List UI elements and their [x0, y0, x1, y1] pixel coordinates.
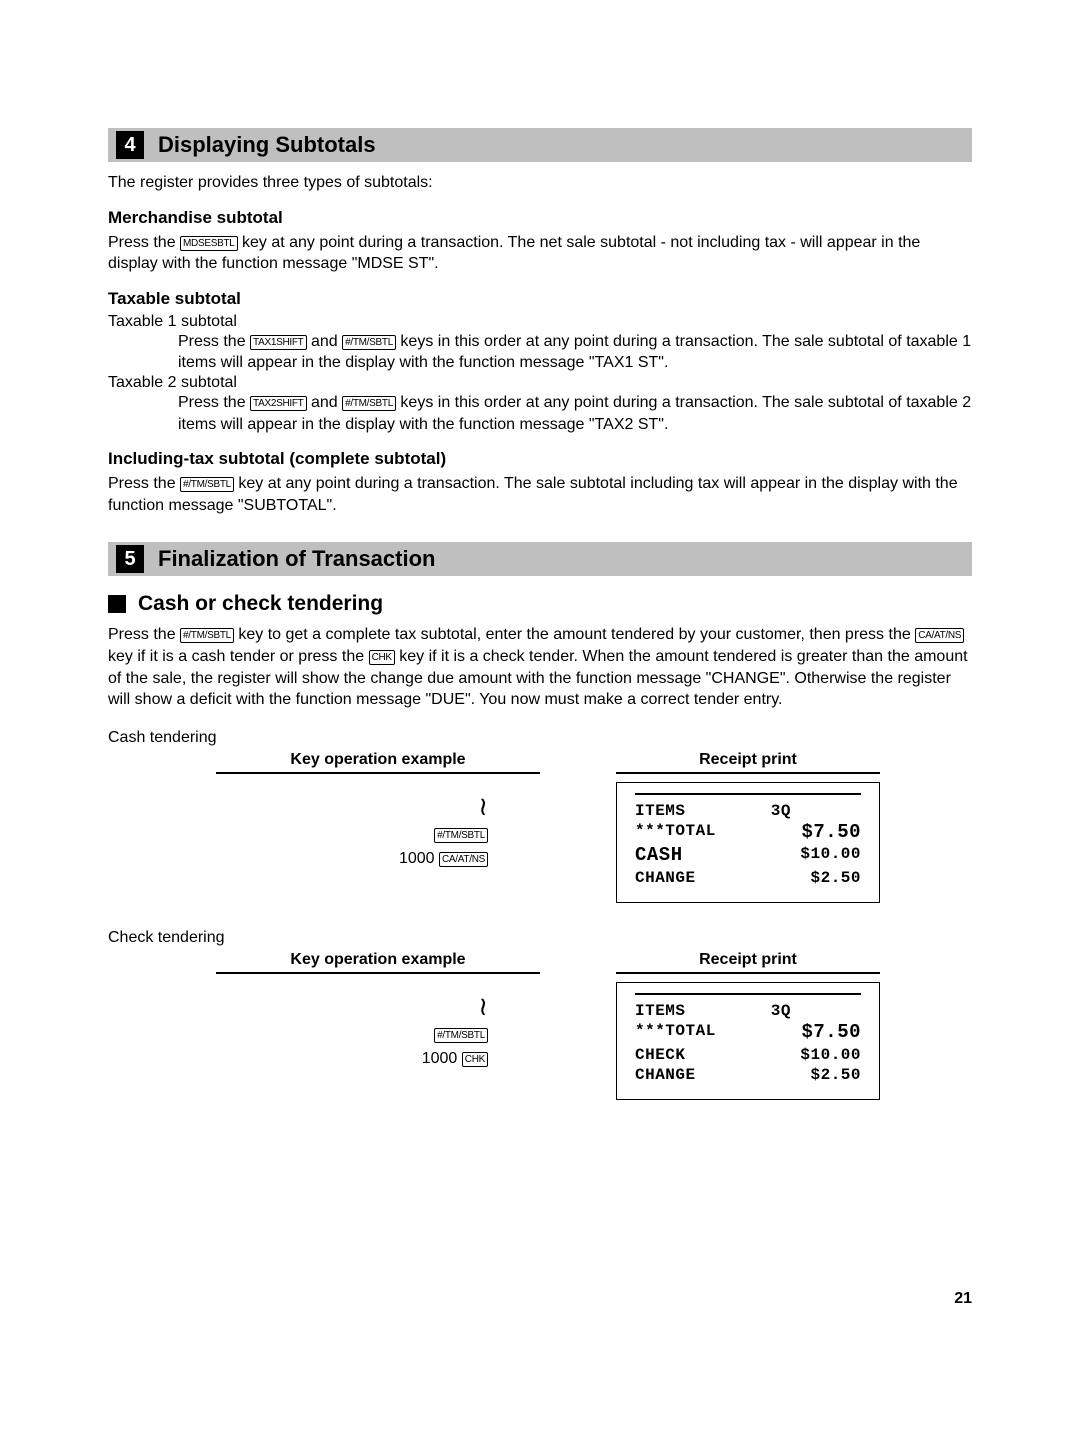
cash-receipt: ITEMS 3Q ***TOTAL $7.50 CASH $10.00 CHANGE $…: [616, 782, 880, 904]
text-frag: and: [307, 333, 343, 350]
amount-entry: 1000: [399, 850, 435, 867]
r-change-label: CHANGE: [635, 1065, 696, 1085]
cash-key-ops: ≀ #/TM/SBTL 1000 CA/AT/NS: [198, 774, 558, 868]
merch-subtotal-text: Press the MDSESBTL key at any point duri…: [108, 232, 972, 275]
text-frag: Press the: [108, 626, 180, 643]
text-frag: Press the: [108, 475, 180, 492]
key-op-head: Key operation example: [216, 751, 540, 774]
cash-example: Key operation example ≀ #/TM/SBTL 1000 C…: [198, 751, 972, 904]
section-5-title: Finalization of Transaction: [158, 546, 435, 572]
r-total-value: $7.50: [801, 1021, 861, 1045]
check-tendering-label: Check tendering: [108, 929, 972, 947]
text-frag: Press the: [178, 333, 250, 350]
r-check-label: CHECK: [635, 1045, 686, 1065]
r-cash-label: CASH: [635, 844, 683, 868]
r-items-label: ITEMS: [635, 1001, 686, 1021]
taxable1-label: Taxable 1 subtotal: [108, 313, 972, 331]
black-square-icon: [108, 595, 126, 613]
key-op-head: Key operation example: [216, 951, 540, 974]
cash-receipt-col: Receipt print ITEMS 3Q ***TOTAL $7.50 CASH…: [598, 751, 898, 904]
section-4-title: Displaying Subtotals: [158, 132, 376, 158]
tmsbtl-key-icon: #/TM/SBTL: [342, 396, 396, 411]
r-items-value: 3Q: [771, 801, 791, 821]
tmsbtl-key-icon: #/TM/SBTL: [180, 628, 234, 643]
tmsbtl-key-icon: #/TM/SBTL: [180, 477, 234, 492]
check-receipt: ITEMS 3Q ***TOTAL $7.50 CHECK $10.00 CHANGE…: [616, 982, 880, 1100]
taxable-subtotal-head: Taxable subtotal: [108, 289, 972, 309]
receipt-head: Receipt print: [616, 951, 880, 974]
r-items-label: ITEMS: [635, 801, 686, 821]
section-4-number: 4: [116, 131, 144, 159]
page-number: 21: [108, 1290, 972, 1308]
merch-subtotal-head: Merchandise subtotal: [108, 208, 972, 228]
tmsbtl-key-icon: #/TM/SBTL: [434, 1028, 488, 1043]
subsection-title: Cash or check tendering: [138, 592, 383, 616]
r-check-value: $10.00: [800, 1045, 861, 1065]
r-total-label: ***TOTAL: [635, 821, 716, 845]
taxable1-text: Press the TAX1SHIFT and #/TM/SBTL keys i…: [178, 331, 972, 374]
tax2shift-key-icon: TAX2SHIFT: [250, 396, 306, 411]
mdsesbtl-key-icon: MDSESBTL: [180, 236, 238, 251]
including-tax-text: Press the #/TM/SBTL key at any point dur…: [108, 473, 972, 516]
cash-tendering-label: Cash tendering: [108, 729, 972, 747]
caatns-key-icon: CA/AT/NS: [439, 852, 488, 867]
chk-key-icon: CHK: [462, 1052, 488, 1067]
chk-key-icon: CHK: [369, 650, 395, 665]
receipt-head: Receipt print: [616, 751, 880, 774]
r-items-value: 3Q: [771, 1001, 791, 1021]
text-frag: and: [307, 394, 343, 411]
section-5-paragraph: Press the #/TM/SBTL key to get a complet…: [108, 624, 972, 710]
text-frag: Press the: [178, 394, 250, 411]
manual-page: 4 Displaying Subtotals The register prov…: [0, 0, 1080, 1348]
tmsbtl-key-icon: #/TM/SBTL: [434, 828, 488, 843]
taxable2-label: Taxable 2 subtotal: [108, 374, 972, 392]
text-frag: key if it is a cash tender or press the: [108, 648, 369, 665]
caatns-key-icon: CA/AT/NS: [915, 628, 964, 643]
cash-key-ops-col: Key operation example ≀ #/TM/SBTL 1000 C…: [198, 751, 558, 904]
r-change-value: $2.50: [810, 868, 861, 888]
including-tax-head: Including-tax subtotal (complete subtota…: [108, 449, 972, 469]
section-4-intro: The register provides three types of sub…: [108, 172, 972, 194]
check-example: Key operation example ≀ #/TM/SBTL 1000 C…: [198, 951, 972, 1100]
text-frag: key at any point during a transaction. T…: [108, 475, 958, 514]
r-change-label: CHANGE: [635, 868, 696, 888]
r-change-value: $2.50: [810, 1065, 861, 1085]
receipt-body: ITEMS 3Q ***TOTAL $7.50 CASH $10.00 CHANGE $…: [635, 793, 861, 889]
receipt-body: ITEMS 3Q ***TOTAL $7.50 CHECK $10.00 CHANGE…: [635, 993, 861, 1085]
check-receipt-col: Receipt print ITEMS 3Q ***TOTAL $7.50 CHEC…: [598, 951, 898, 1100]
section-4-header: 4 Displaying Subtotals: [108, 128, 972, 162]
tax1shift-key-icon: TAX1SHIFT: [250, 335, 306, 350]
section-5-header: 5 Finalization of Transaction: [108, 542, 972, 576]
taxable2-text: Press the TAX2SHIFT and #/TM/SBTL keys i…: [178, 392, 972, 435]
amount-entry: 1000: [422, 1050, 458, 1067]
continuation-icon: ≀: [478, 792, 488, 822]
section-5-number: 5: [116, 545, 144, 573]
text-frag: key to get a complete tax subtotal, ente…: [234, 626, 915, 643]
check-key-ops-col: Key operation example ≀ #/TM/SBTL 1000 C…: [198, 951, 558, 1100]
r-cash-value: $10.00: [800, 844, 861, 868]
check-key-ops: ≀ #/TM/SBTL 1000 CHK: [198, 974, 558, 1068]
subsection-cash-check: Cash or check tendering: [108, 592, 972, 616]
tmsbtl-key-icon: #/TM/SBTL: [342, 335, 396, 350]
continuation-icon: ≀: [478, 992, 488, 1022]
r-total-label: ***TOTAL: [635, 1021, 716, 1045]
text-frag: Press the: [108, 234, 180, 251]
r-total-value: $7.50: [801, 821, 861, 845]
